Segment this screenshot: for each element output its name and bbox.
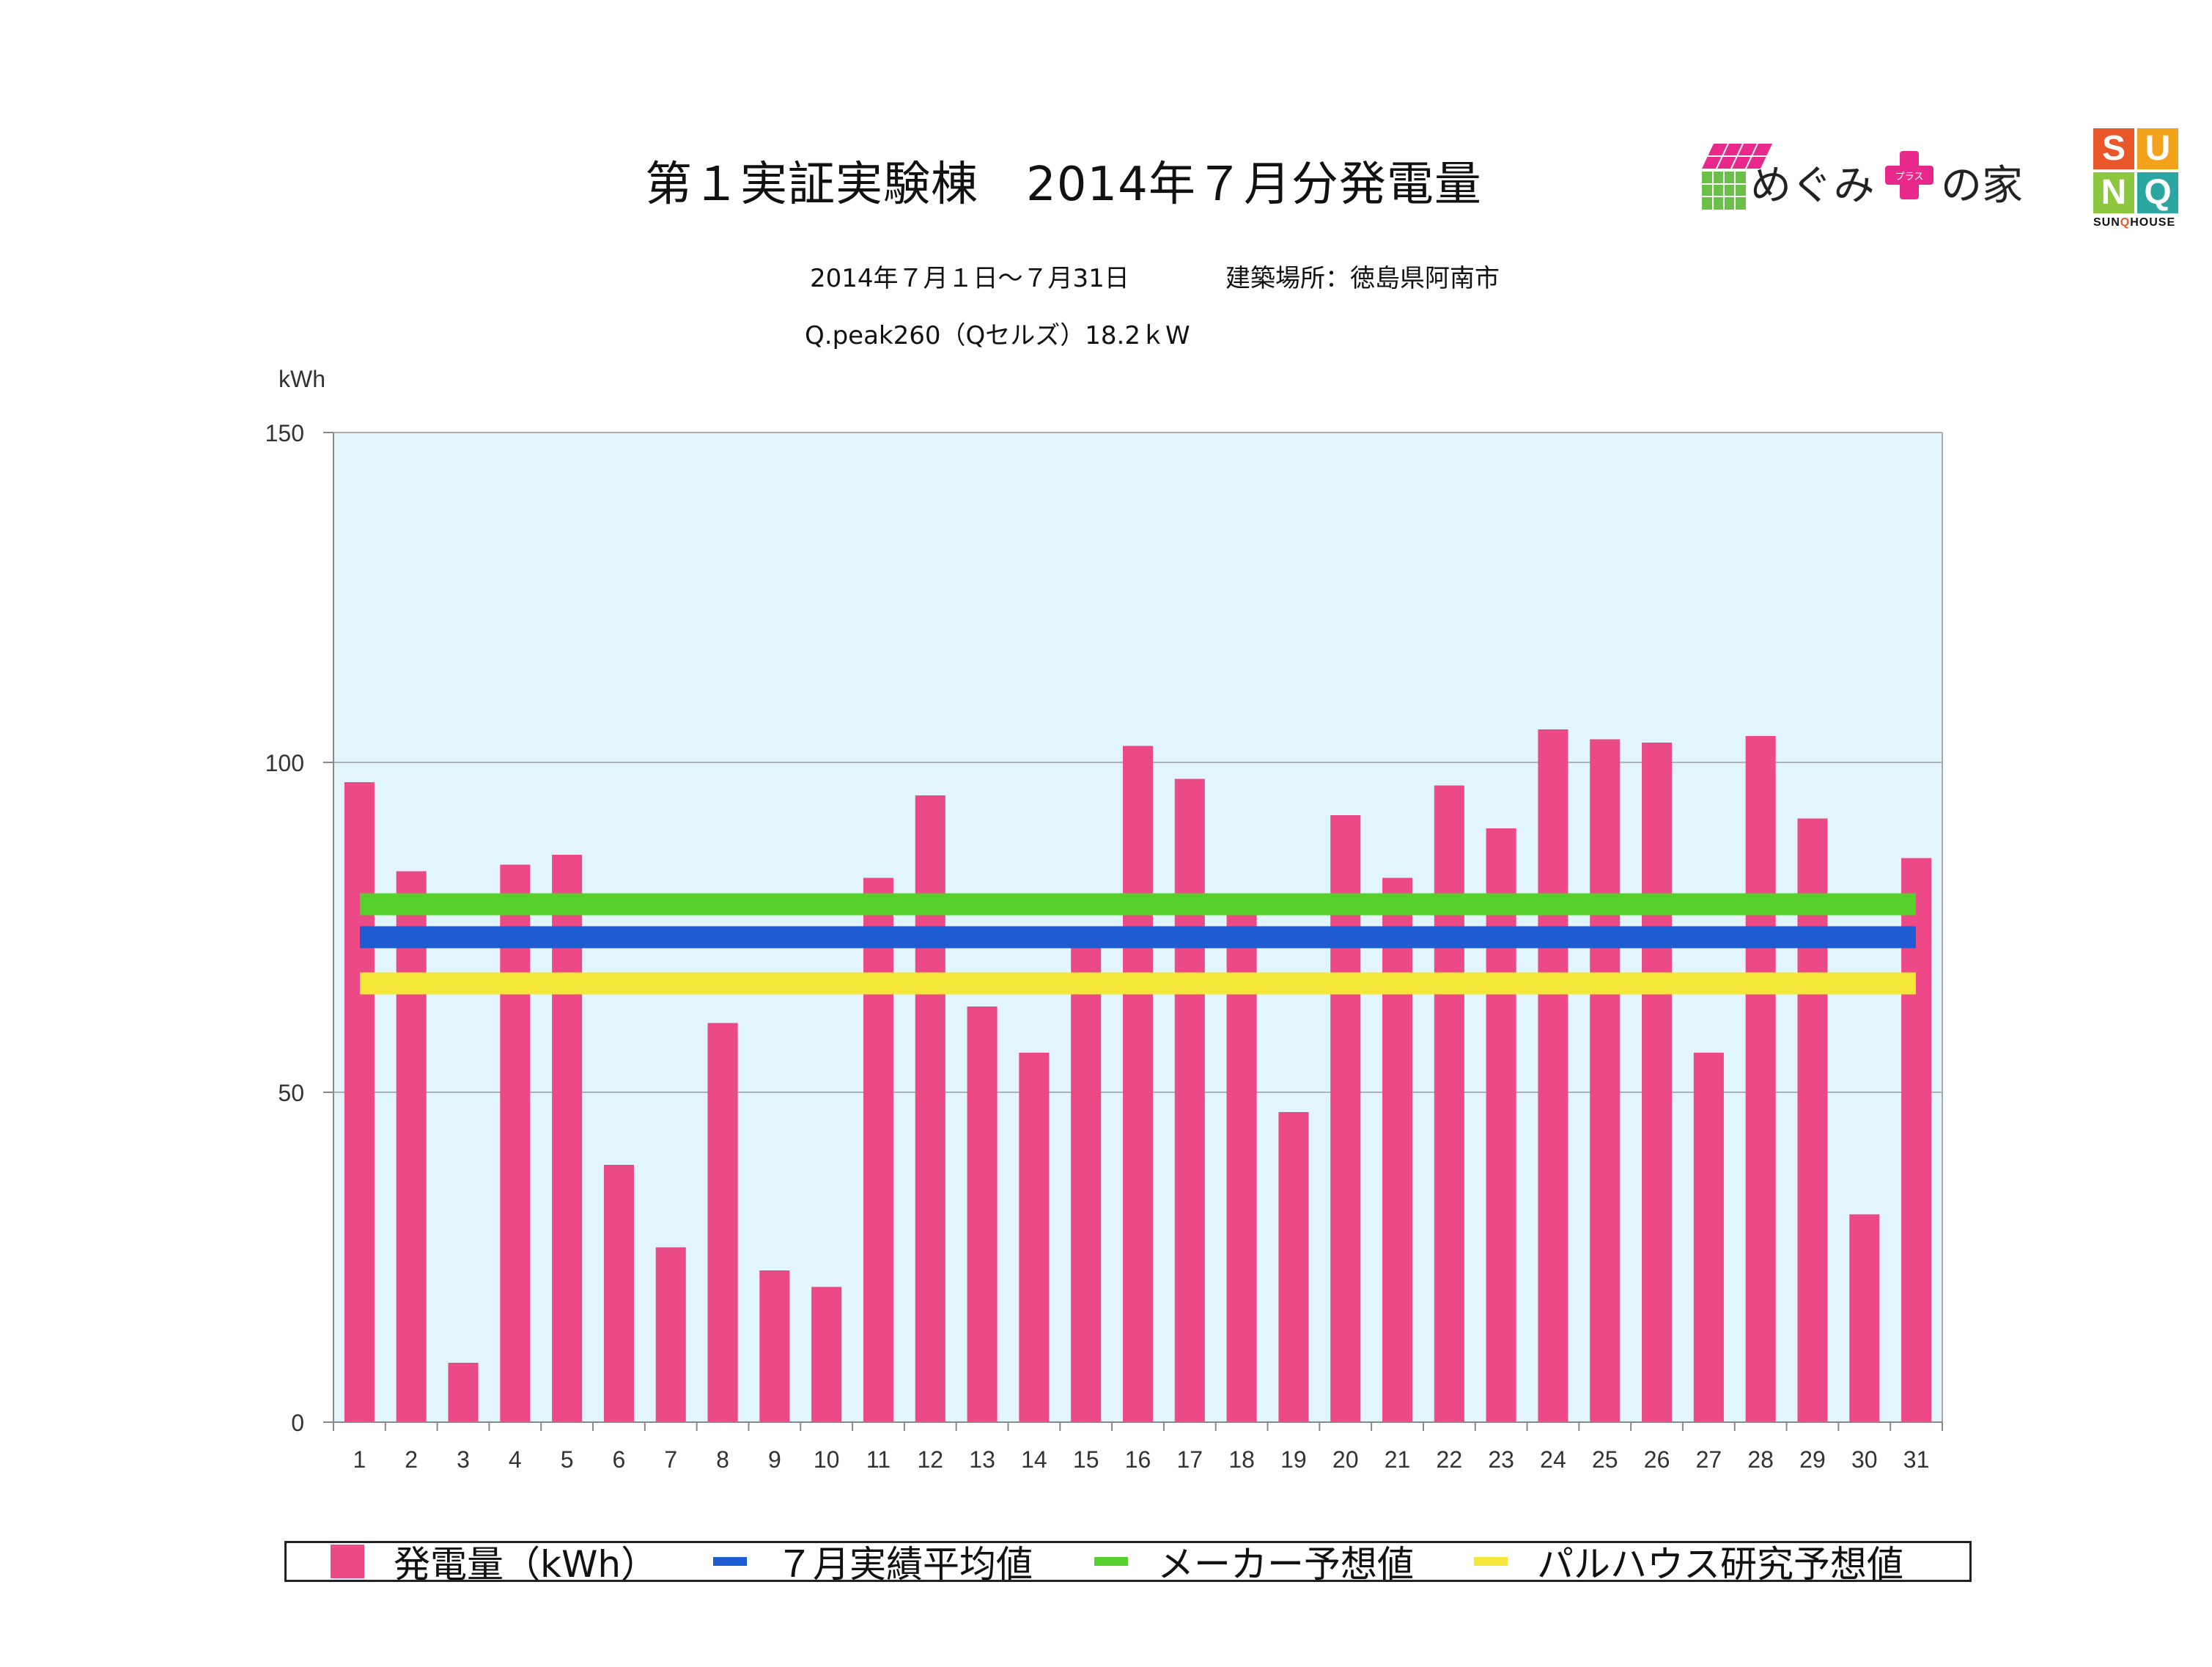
sunq-letter-u: U [2137, 128, 2178, 169]
legend-item-maker: メーカー予想値 [1094, 1543, 1414, 1586]
chart-legend: 発電量（kWh） ７月実績平均値 メーカー予想値 パルハウス研究予想値 [284, 1541, 1972, 1586]
bar [1330, 815, 1361, 1422]
x-tick-label: 13 [969, 1446, 995, 1473]
legend-swatch-generation [331, 1545, 364, 1578]
sunq-caption: SUNQHOUSE [2093, 216, 2176, 229]
bar [1590, 739, 1621, 1422]
x-tick-label: 12 [917, 1446, 943, 1473]
x-tick-label: 20 [1332, 1446, 1359, 1473]
y-tick-label: 100 [265, 750, 304, 776]
bar [707, 1023, 738, 1422]
sunq-letter-s: S [2093, 128, 2134, 169]
solar-grid-icon [1702, 143, 1772, 210]
x-tick-label: 31 [1903, 1446, 1930, 1473]
x-tick-label: 28 [1747, 1446, 1774, 1473]
bar [863, 877, 894, 1422]
x-tick-label: 27 [1696, 1446, 1722, 1473]
bar [759, 1270, 790, 1422]
bar [1693, 1053, 1724, 1422]
megumi-plus-logo: めぐみ プラス の家 [1699, 139, 2029, 213]
bar [448, 1363, 479, 1422]
x-tick-label: 8 [716, 1446, 729, 1473]
x-tick-label: 2 [405, 1446, 418, 1473]
bar [1849, 1214, 1880, 1422]
x-tick-label: 15 [1073, 1446, 1099, 1473]
legend-swatch-maker [1094, 1557, 1128, 1566]
x-tick-label: 17 [1177, 1446, 1203, 1473]
bar [1797, 818, 1828, 1422]
x-tick-label: 7 [664, 1446, 677, 1473]
bar [967, 1007, 998, 1422]
bar [1538, 729, 1568, 1422]
bar [915, 795, 945, 1422]
x-tick-label: 5 [561, 1446, 574, 1473]
x-tick-label: 18 [1228, 1446, 1255, 1473]
legend-item-average: ７月実績平均値 [713, 1543, 1033, 1586]
legend-swatch-palhouse [1474, 1557, 1508, 1566]
plus-icon: プラス [1885, 151, 1933, 199]
x-tick-label: 30 [1851, 1446, 1878, 1473]
y-tick-label: 0 [291, 1410, 304, 1436]
bar [811, 1287, 842, 1422]
no-ie-text: の家 [1941, 162, 2023, 210]
y-tick-label: 150 [265, 420, 304, 446]
bar [552, 855, 583, 1422]
legend-swatch-average [713, 1557, 747, 1566]
bar [1019, 1053, 1050, 1422]
x-tick-label: 21 [1385, 1446, 1411, 1473]
sunq-letter-q: Q [2137, 172, 2178, 213]
bar [1278, 1112, 1309, 1422]
x-tick-label: 14 [1021, 1446, 1047, 1473]
period-text: 2014年７月１日〜７月31日 [810, 264, 1129, 293]
x-tick-label: 26 [1644, 1446, 1670, 1473]
bar [1122, 746, 1154, 1422]
location-text: 建築場所：徳島県阿南市 [1225, 264, 1500, 293]
bar [603, 1165, 634, 1422]
bar [1901, 858, 1932, 1422]
legend-label-maker: メーカー予想値 [1157, 1543, 1414, 1586]
bar [1174, 779, 1205, 1422]
bar [344, 782, 375, 1422]
bar [396, 871, 427, 1422]
x-tick-label: 1 [353, 1446, 366, 1473]
x-tick-label: 23 [1488, 1446, 1514, 1473]
x-tick-label: 10 [814, 1446, 840, 1473]
x-tick-label: 19 [1280, 1446, 1307, 1473]
x-tick-label: 4 [509, 1446, 522, 1473]
x-tick-label: 25 [1592, 1446, 1618, 1473]
sunq-letter-n: N [2093, 172, 2134, 213]
bar [1434, 785, 1464, 1422]
bar [655, 1247, 686, 1422]
y-tick-label: 50 [278, 1080, 304, 1106]
x-tick-label: 16 [1125, 1446, 1151, 1473]
x-tick-label: 6 [613, 1446, 626, 1473]
bar [1382, 877, 1413, 1422]
x-tick-label: 9 [768, 1446, 781, 1473]
bar [1071, 947, 1102, 1422]
x-tick-label: 3 [457, 1446, 470, 1473]
bar [1226, 914, 1257, 1422]
bar [500, 864, 531, 1422]
chart-title: 第１実証実験棟 2014年７月分発電量 [645, 158, 1482, 212]
legend-label-average: ７月実績平均値 [776, 1543, 1033, 1586]
bar [1745, 736, 1776, 1422]
bar [1486, 828, 1516, 1422]
x-tick-label: 11 [866, 1446, 891, 1473]
x-tick-label: 29 [1799, 1446, 1826, 1473]
x-tick-label: 22 [1437, 1446, 1463, 1473]
x-tick-label: 24 [1540, 1446, 1566, 1473]
legend-item-generation: 発電量（kWh） [331, 1543, 657, 1586]
plus-label: プラス [1895, 172, 1924, 183]
panel-spec-text: Q.peak260（Qセルズ）18.2ｋW [805, 321, 1190, 350]
y-axis-label: kWh [279, 366, 325, 392]
legend-item-palhouse: パルハウス研究予想値 [1474, 1543, 1903, 1586]
legend-label-generation: 発電量（kWh） [394, 1543, 658, 1586]
megumi-text: めぐみ [1750, 162, 1875, 210]
bar [1642, 743, 1673, 1422]
legend-label-palhouse: パルハウス研究予想値 [1537, 1543, 1903, 1586]
